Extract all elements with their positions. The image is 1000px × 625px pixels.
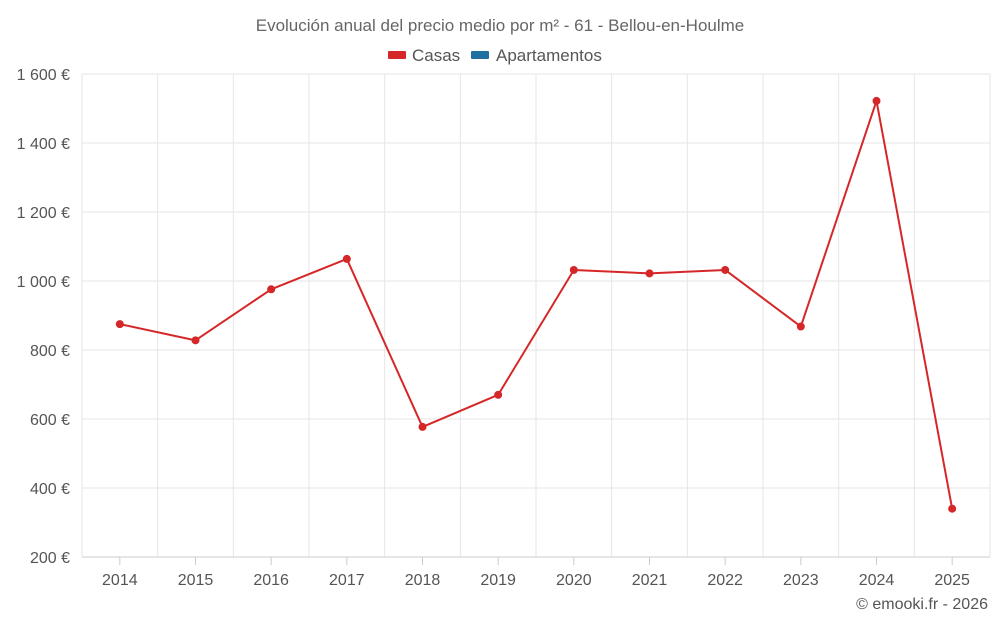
series-line-casas <box>119 99 954 509</box>
data-point[interactable] <box>872 96 881 105</box>
x-tick-label: 2025 <box>934 572 970 589</box>
series-casas <box>115 96 957 513</box>
y-tick-label: 1 400 € <box>17 136 70 153</box>
chart-title: Evolución anual del precio medio por m² … <box>256 16 745 35</box>
x-tick-label: 2016 <box>253 572 289 589</box>
data-point[interactable] <box>721 265 730 274</box>
data-point[interactable] <box>796 322 805 331</box>
data-point[interactable] <box>569 265 578 274</box>
y-tick-label: 1 000 € <box>17 274 70 291</box>
legend-swatch-apartamentos <box>471 51 489 59</box>
gridlines <box>81 73 991 557</box>
data-point[interactable] <box>267 285 276 294</box>
x-tick-label: 2018 <box>405 572 441 589</box>
x-tick-label: 2019 <box>480 572 516 589</box>
x-tick-label: 2022 <box>707 572 743 589</box>
credit-text: © emooki.fr - 2026 <box>856 596 988 613</box>
x-axis: 2014 2015 2016 2017 2018 2019 2020 2021 2022 2023… <box>82 556 990 589</box>
data-point[interactable] <box>645 269 654 278</box>
y-tick-label: 1 600 € <box>17 67 70 84</box>
legend: Casas Apartamentos <box>388 46 602 65</box>
y-tick-label: 1 200 € <box>17 205 70 222</box>
x-tick-label: 2017 <box>329 572 365 589</box>
y-tick-label: 800 € <box>30 343 70 360</box>
data-point[interactable] <box>115 320 124 329</box>
legend-label-casas: Casas <box>412 46 460 65</box>
x-tick-label: 2015 <box>178 572 214 589</box>
legend-item-casas[interactable]: Casas <box>388 46 460 65</box>
data-point[interactable] <box>191 336 200 345</box>
x-tick-label: 2021 <box>632 572 668 589</box>
y-tick-label: 200 € <box>30 550 70 567</box>
x-tick-label: 2014 <box>102 572 138 589</box>
x-tick-label: 2020 <box>556 572 592 589</box>
x-tick-label: 2024 <box>859 572 895 589</box>
data-point[interactable] <box>948 504 957 513</box>
y-axis: 1 600 € 1 400 € 1 200 € 1 000 € 800 € 600 € 40… <box>17 67 70 567</box>
legend-item-apartamentos[interactable]: Apartamentos <box>471 46 602 65</box>
legend-label-apartamentos: Apartamentos <box>496 46 602 65</box>
data-point[interactable] <box>494 390 503 399</box>
data-point[interactable] <box>342 254 351 263</box>
y-tick-label: 600 € <box>30 412 70 429</box>
x-tick-label: 2023 <box>783 572 819 589</box>
legend-swatch-casas <box>388 51 406 59</box>
y-tick-label: 400 € <box>30 481 70 498</box>
data-point[interactable] <box>418 422 427 431</box>
